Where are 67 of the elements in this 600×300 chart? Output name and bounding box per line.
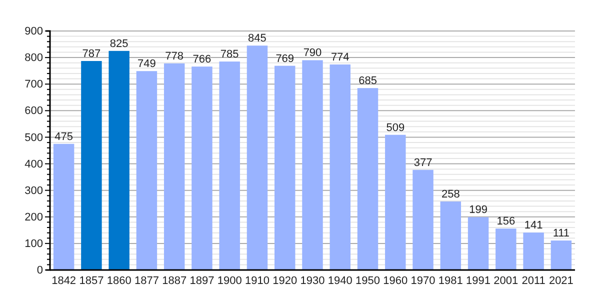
data-label: 475 bbox=[54, 130, 73, 143]
x-tick-label: 1842 bbox=[52, 274, 76, 287]
y-tick-label: 800 bbox=[24, 52, 43, 64]
bar bbox=[468, 217, 489, 270]
bar bbox=[440, 201, 462, 270]
data-label: 111 bbox=[552, 228, 570, 240]
data-label: 766 bbox=[192, 54, 212, 66]
data-label: 774 bbox=[330, 51, 350, 64]
bar bbox=[550, 240, 572, 270]
data-label: 825 bbox=[110, 38, 128, 50]
bar bbox=[219, 62, 240, 270]
bar bbox=[164, 63, 185, 270]
bar bbox=[330, 64, 350, 270]
y-tick-label: 200 bbox=[24, 211, 43, 224]
y-tick-label: 500 bbox=[24, 132, 43, 144]
y-tick-label: 300 bbox=[24, 184, 43, 197]
x-tick-label: 2001 bbox=[494, 274, 518, 287]
x-tick-label: 1877 bbox=[134, 274, 159, 287]
bar bbox=[108, 50, 130, 270]
bar bbox=[192, 66, 212, 270]
bar bbox=[412, 170, 434, 270]
data-label: 778 bbox=[165, 50, 184, 62]
x-tick-label: 1920 bbox=[272, 274, 298, 287]
data-label: 749 bbox=[138, 58, 156, 70]
x-tick-label: 1981 bbox=[438, 274, 463, 287]
x-tick-label: 1857 bbox=[79, 274, 104, 287]
bar bbox=[274, 66, 296, 270]
x-tick-label: 1970 bbox=[410, 274, 436, 287]
x-tick-label: 1900 bbox=[217, 274, 242, 287]
x-tick-label: 1991 bbox=[466, 274, 491, 287]
data-label: 377 bbox=[414, 156, 432, 169]
data-label: 199 bbox=[469, 204, 488, 216]
data-label: 790 bbox=[303, 47, 322, 60]
bar bbox=[302, 60, 323, 270]
x-tick-label: 1930 bbox=[300, 274, 325, 287]
x-tick-label: 1897 bbox=[190, 274, 214, 287]
y-tick-label: 600 bbox=[24, 105, 43, 118]
bar bbox=[246, 46, 268, 270]
data-label: 769 bbox=[276, 52, 294, 65]
bar bbox=[357, 88, 378, 270]
x-tick-label: 2021 bbox=[548, 274, 574, 287]
data-label: 787 bbox=[82, 48, 101, 60]
x-tick-label: 1860 bbox=[106, 274, 132, 287]
x-tick-label: 1910 bbox=[244, 274, 270, 287]
data-label: 685 bbox=[358, 75, 377, 88]
x-tick-label: 1960 bbox=[383, 274, 408, 287]
data-label: 509 bbox=[386, 122, 405, 134]
y-tick-label: 700 bbox=[24, 78, 43, 91]
bar bbox=[136, 71, 158, 270]
y-tick-label: 100 bbox=[24, 238, 43, 250]
data-label: 156 bbox=[496, 216, 516, 228]
bar bbox=[81, 61, 102, 270]
bar bbox=[523, 232, 544, 270]
y-tick-label: 900 bbox=[24, 26, 43, 38]
y-tick-label: 0 bbox=[36, 264, 43, 277]
data-label: 785 bbox=[220, 48, 239, 61]
bar bbox=[53, 144, 74, 270]
x-tick-label: 1940 bbox=[328, 274, 352, 287]
bar bbox=[496, 228, 516, 270]
y-tick-label: 400 bbox=[24, 158, 43, 170]
bar bbox=[385, 134, 406, 270]
data-label: 258 bbox=[441, 188, 460, 200]
data-label: 845 bbox=[248, 32, 266, 45]
data-label: 141 bbox=[524, 220, 543, 232]
x-tick-label: 2011 bbox=[522, 274, 546, 287]
x-tick-label: 1950 bbox=[356, 274, 380, 287]
x-tick-label: 1887 bbox=[162, 274, 187, 287]
